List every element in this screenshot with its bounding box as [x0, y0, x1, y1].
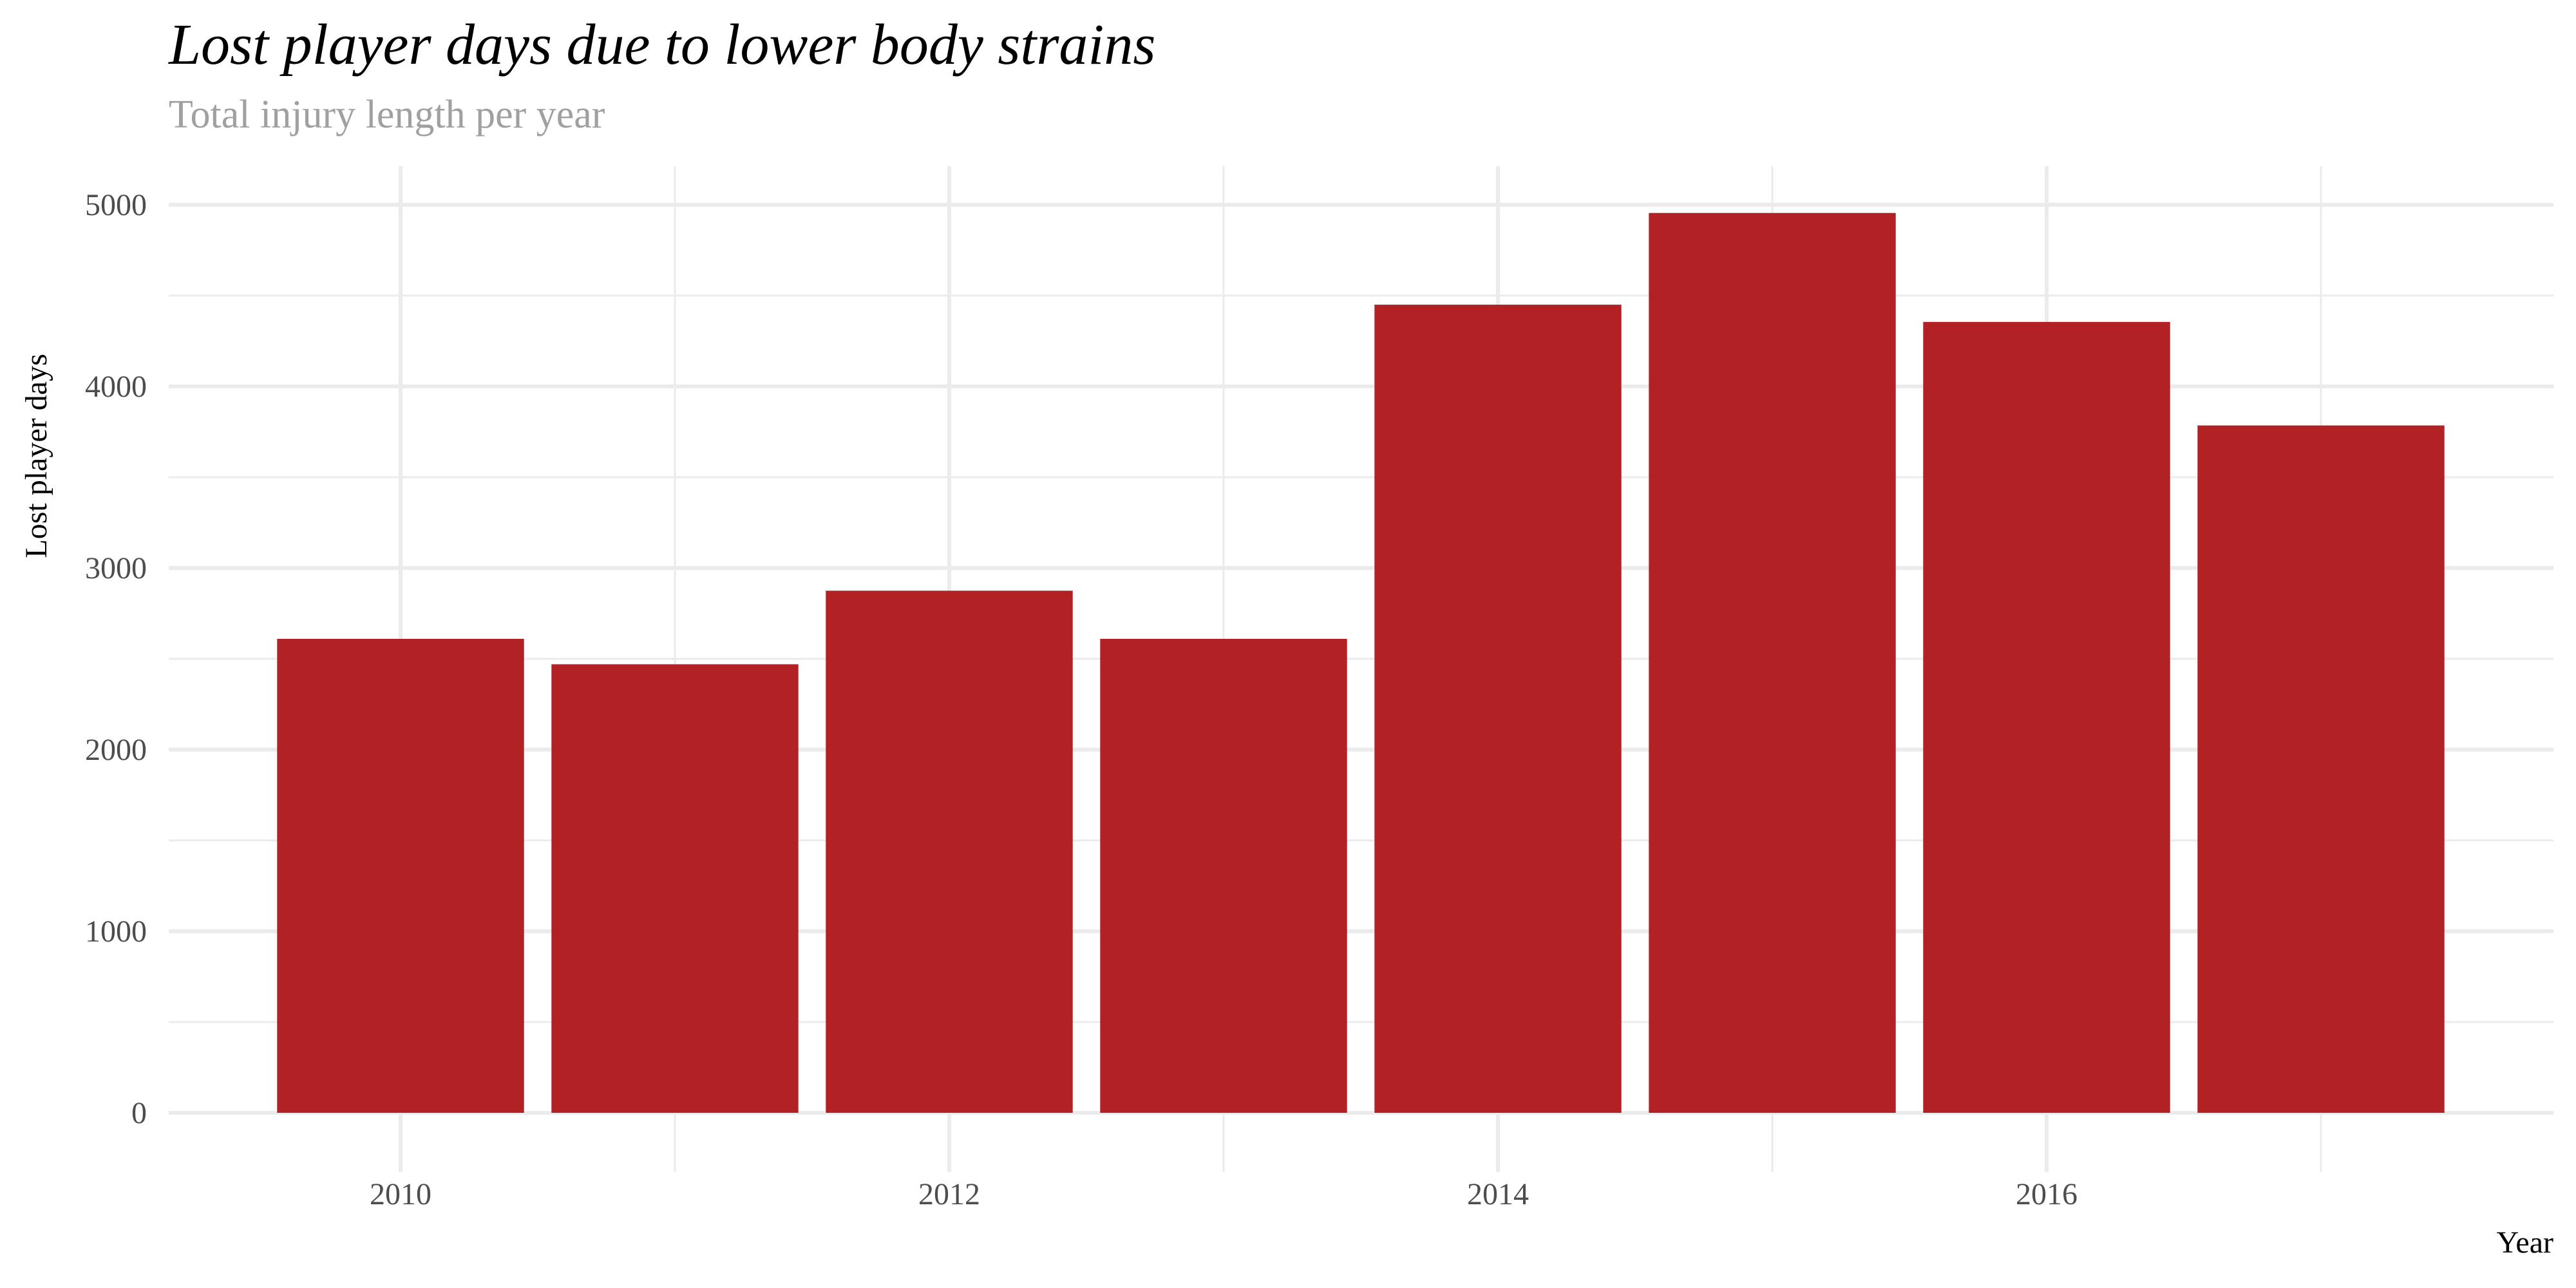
gridlines	[169, 166, 2553, 1172]
y-tick-label: 2000	[85, 733, 147, 767]
x-axis-title: Year	[2497, 1226, 2553, 1260]
y-tick-label: 4000	[85, 370, 147, 404]
bar-2016	[1923, 321, 2170, 1113]
bar-2010	[277, 638, 524, 1113]
chart-subtitle: Total injury length per year	[169, 93, 605, 137]
y-tick-label: 0	[131, 1096, 147, 1130]
bar-2014	[1374, 305, 1622, 1113]
y-tick-label: 1000	[85, 914, 147, 949]
y-axis-title: Lost player days	[19, 354, 53, 558]
x-tick-label: 2010	[370, 1177, 431, 1211]
x-tick-label: 2016	[2016, 1177, 2078, 1211]
bar-2012	[826, 591, 1073, 1113]
bar-2011	[551, 664, 799, 1113]
x-tick-labels: 2010 2012 2014 2016	[370, 1177, 2078, 1211]
bar-2017	[2197, 425, 2445, 1113]
bar-2013	[1100, 638, 1347, 1113]
x-tick-label: 2014	[1467, 1177, 1529, 1211]
chart-title: Lost player days due to lower body strai…	[169, 13, 1156, 77]
x-tick-label: 2012	[918, 1177, 980, 1211]
y-tick-labels: 0 1000 2000 3000 4000 5000	[85, 188, 147, 1130]
bars	[277, 213, 2445, 1113]
y-tick-label: 5000	[85, 188, 147, 222]
y-tick-label: 3000	[85, 551, 147, 585]
bar-2015	[1649, 213, 1896, 1113]
